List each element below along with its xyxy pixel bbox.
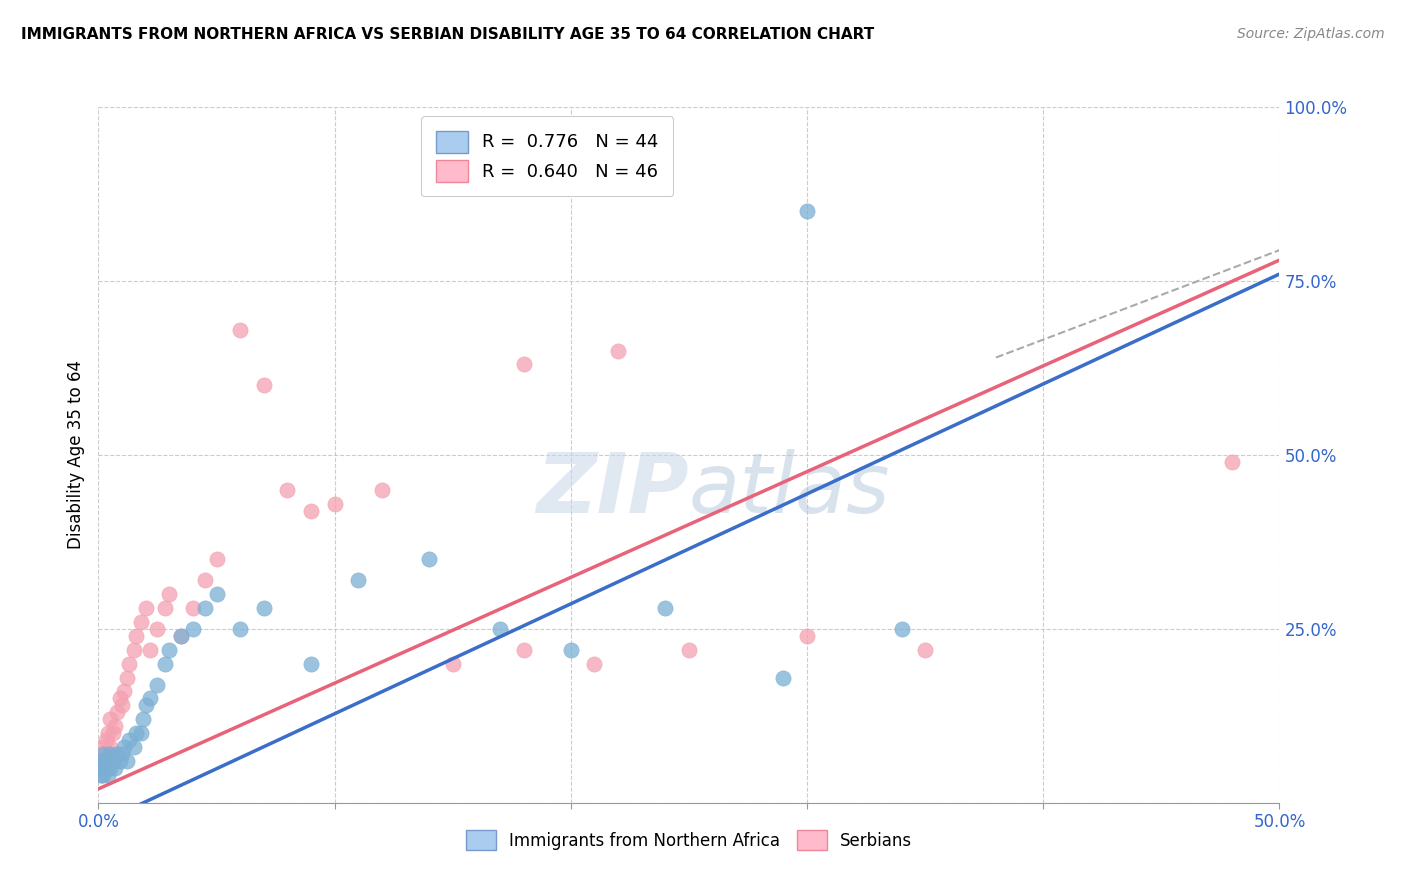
Point: [91, 747, 114, 761]
Point: [112, 684, 135, 698]
Y-axis label: Disability Age 35 to 64: Disability Age 35 to 64: [66, 360, 84, 549]
Point: [489, 622, 512, 636]
Point: [299, 657, 322, 671]
Point: [139, 642, 162, 657]
Point: [181, 622, 204, 636]
Point: [118, 657, 141, 671]
Point: [772, 671, 794, 685]
Point: [299, 503, 322, 517]
Point: [607, 343, 630, 358]
Point: [97, 754, 120, 768]
Point: [135, 601, 157, 615]
Point: [229, 323, 252, 337]
Point: [323, 497, 346, 511]
Point: [98, 747, 121, 761]
Point: [98, 761, 121, 775]
Point: [91, 761, 114, 775]
Point: [194, 601, 217, 615]
Point: [276, 483, 298, 497]
Point: [371, 483, 394, 497]
Point: [914, 642, 936, 657]
Point: [205, 587, 228, 601]
Point: [135, 698, 157, 713]
Point: [90, 754, 112, 768]
Point: [157, 642, 180, 657]
Point: [118, 733, 141, 747]
Point: [583, 657, 606, 671]
Point: [90, 761, 112, 775]
Point: [97, 726, 120, 740]
Point: [512, 358, 534, 372]
Point: [132, 712, 155, 726]
Text: ZIP: ZIP: [536, 450, 689, 530]
Point: [94, 761, 117, 775]
Point: [153, 601, 176, 615]
Point: [153, 657, 176, 671]
Point: [91, 740, 114, 755]
Point: [101, 754, 124, 768]
Point: [115, 671, 138, 685]
Point: [170, 629, 193, 643]
Point: [108, 691, 131, 706]
Point: [796, 204, 818, 219]
Point: [101, 726, 124, 740]
Point: [418, 552, 440, 566]
Point: [125, 629, 148, 643]
Point: [678, 642, 700, 657]
Point: [90, 768, 112, 782]
Point: [253, 378, 276, 392]
Point: [97, 768, 120, 782]
Point: [253, 601, 276, 615]
Point: [122, 642, 145, 657]
Point: [146, 622, 169, 636]
Point: [512, 642, 534, 657]
Legend: Immigrants from Northern Africa, Serbians: Immigrants from Northern Africa, Serbian…: [458, 823, 920, 857]
Text: Source: ZipAtlas.com: Source: ZipAtlas.com: [1237, 27, 1385, 41]
Point: [129, 615, 152, 629]
Point: [157, 587, 180, 601]
Point: [205, 552, 228, 566]
Point: [97, 747, 120, 761]
Point: [90, 754, 112, 768]
Point: [94, 754, 117, 768]
Point: [129, 726, 152, 740]
Point: [890, 622, 912, 636]
Point: [91, 768, 114, 782]
Point: [229, 622, 252, 636]
Point: [1220, 455, 1243, 469]
Point: [139, 691, 162, 706]
Point: [115, 754, 138, 768]
Point: [91, 761, 114, 775]
Point: [194, 573, 217, 587]
Point: [560, 642, 582, 657]
Text: atlas: atlas: [689, 450, 890, 530]
Point: [104, 719, 127, 733]
Point: [112, 740, 135, 755]
Point: [90, 747, 112, 761]
Point: [90, 768, 112, 782]
Point: [125, 726, 148, 740]
Point: [111, 698, 134, 713]
Point: [94, 733, 117, 747]
Point: [111, 747, 134, 761]
Point: [181, 601, 204, 615]
Point: [796, 629, 818, 643]
Point: [105, 747, 128, 761]
Text: IMMIGRANTS FROM NORTHERN AFRICA VS SERBIAN DISABILITY AGE 35 TO 64 CORRELATION C: IMMIGRANTS FROM NORTHERN AFRICA VS SERBI…: [21, 27, 875, 42]
Point: [441, 657, 464, 671]
Point: [98, 712, 121, 726]
Point: [105, 706, 128, 720]
Point: [654, 601, 676, 615]
Point: [108, 754, 131, 768]
Point: [104, 761, 127, 775]
Point: [170, 629, 193, 643]
Point: [347, 573, 370, 587]
Point: [146, 677, 169, 691]
Point: [122, 740, 145, 755]
Point: [98, 740, 121, 755]
Point: [94, 754, 117, 768]
